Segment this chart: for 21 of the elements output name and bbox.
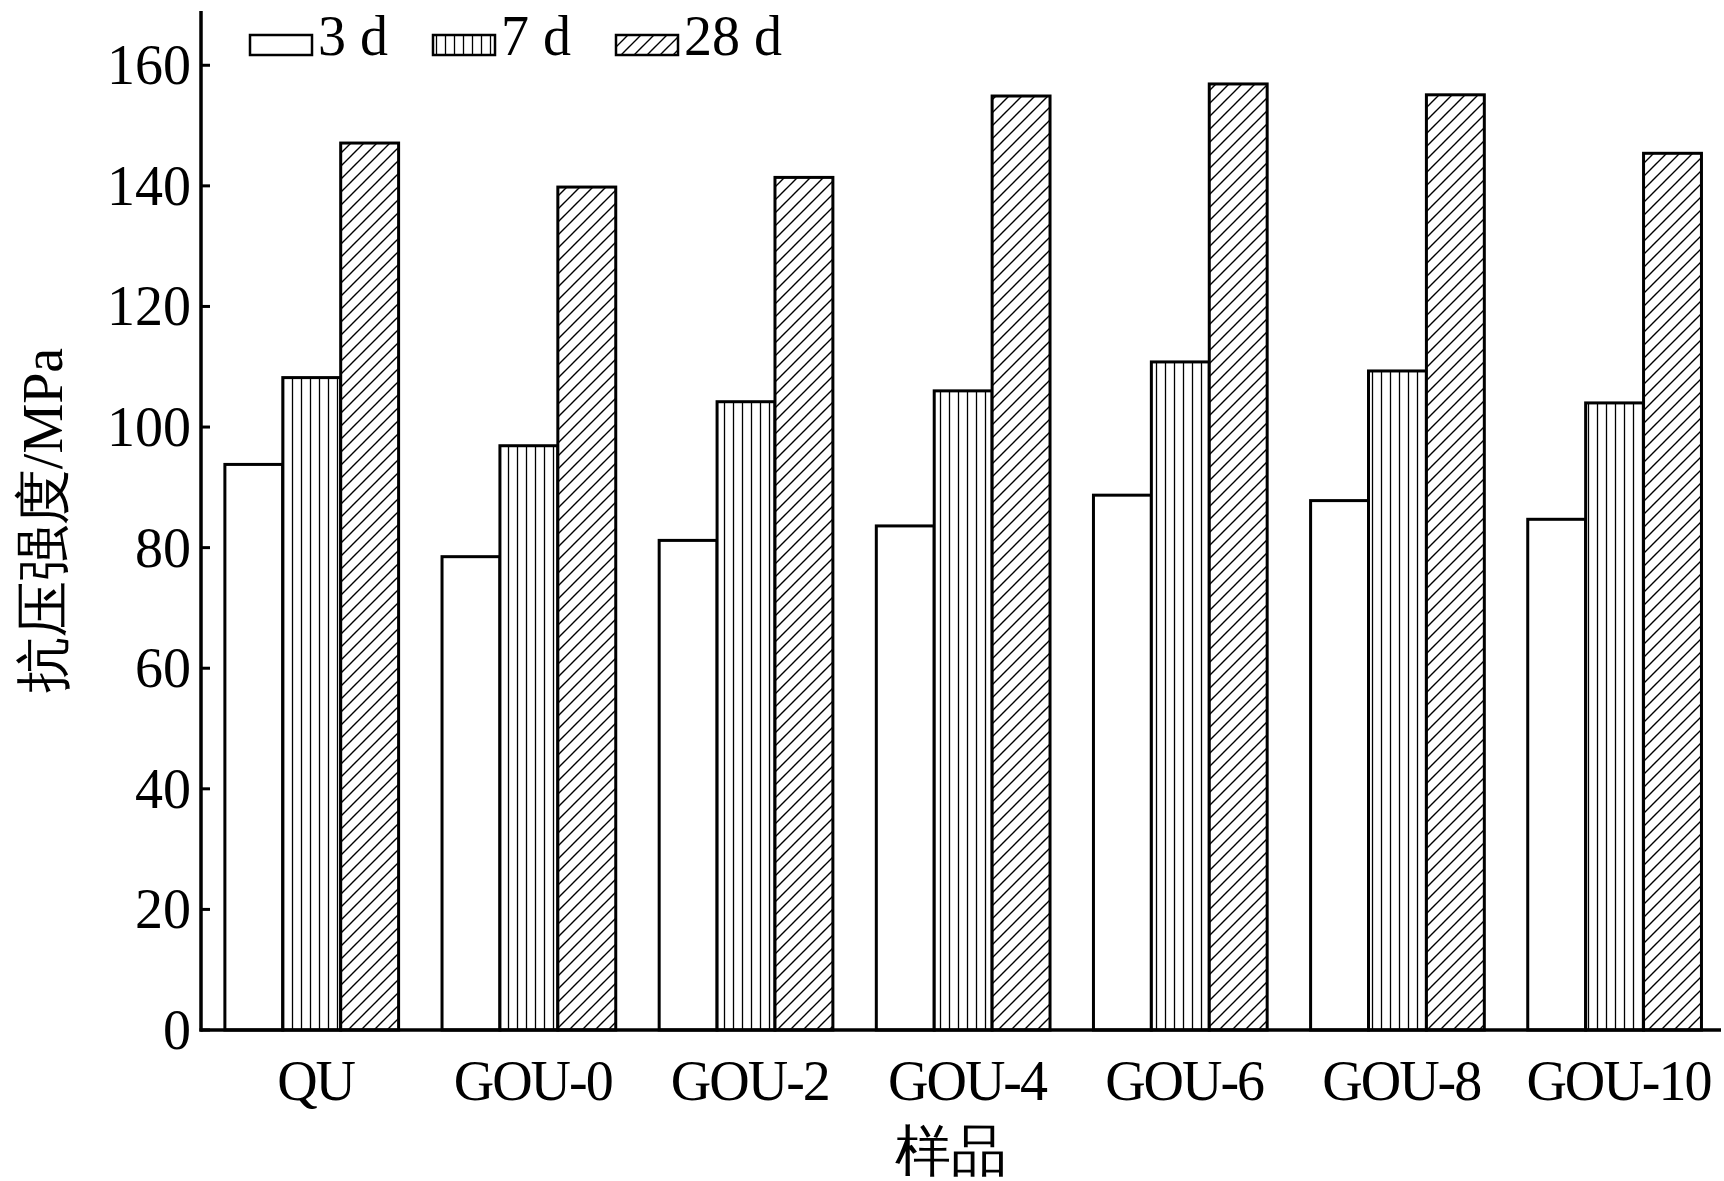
y-tick-label: 0 — [163, 999, 191, 1061]
x-tick-label: GOU-0 — [453, 1050, 612, 1112]
x-tick-label: GOU-2 — [670, 1050, 829, 1112]
y-tick-label: 120 — [107, 275, 191, 338]
y-tick-label: 160 — [107, 34, 191, 97]
x-tick-label: GOU-6 — [1105, 1050, 1265, 1112]
legend-label: 7 d — [501, 5, 571, 67]
x-tick-label: GOU-8 — [1322, 1050, 1481, 1112]
x-tick-label: GOU-10 — [1526, 1050, 1711, 1112]
x-tick-label: GOU-4 — [888, 1050, 1048, 1112]
x-axis-title: 样品 — [895, 1120, 1007, 1181]
x-tick-label: QU — [277, 1050, 356, 1112]
y-axis-title: 抗压强度/MPa — [12, 347, 74, 694]
y-tick-label: 20 — [135, 878, 191, 941]
legend-label: 28 d — [684, 5, 782, 67]
y-tick-label: 80 — [135, 516, 191, 579]
legend-label: 3 d — [318, 5, 388, 67]
y-tick-label: 100 — [107, 396, 191, 459]
y-tick-label: 60 — [135, 637, 191, 700]
y-tick-label: 40 — [135, 757, 191, 820]
y-tick-label: 140 — [107, 154, 191, 217]
